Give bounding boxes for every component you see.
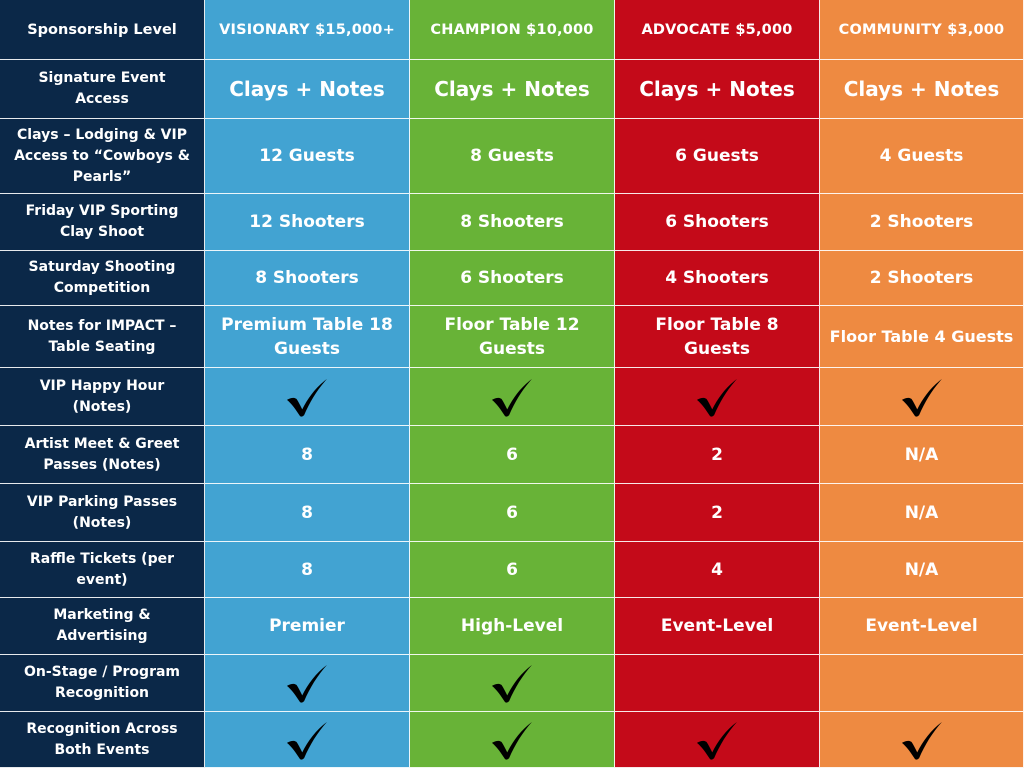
checkmark-icon xyxy=(284,662,330,704)
value-cell: Event-Level xyxy=(615,598,820,655)
row-label: Raffle Tickets (per event) xyxy=(0,542,205,598)
value-cell: 8 Guests xyxy=(410,119,615,194)
value-cell: 12 Guests xyxy=(205,119,410,194)
value-cell: 2 xyxy=(615,484,820,542)
value-cell: Event-Level xyxy=(820,598,1024,655)
value-cell: Clays + Notes xyxy=(410,60,615,119)
value-cell: 8 xyxy=(205,426,410,484)
row-label: Saturday Shooting Competition xyxy=(0,251,205,306)
value-cell: N/A xyxy=(820,426,1024,484)
value-cell xyxy=(205,655,410,712)
checkmark-icon xyxy=(694,719,740,761)
checkmark-icon xyxy=(489,662,535,704)
tier-header-champion: CHAMPION $10,000 xyxy=(410,0,615,60)
tier-header-community: COMMUNITY $3,000 xyxy=(820,0,1024,60)
tier-header-advocate: ADVOCATE $5,000 xyxy=(615,0,820,60)
value-cell: 8 Shooters xyxy=(205,251,410,306)
value-cell: 4 Shooters xyxy=(615,251,820,306)
value-cell: High-Level xyxy=(410,598,615,655)
value-cell: N/A xyxy=(820,484,1024,542)
value-cell: Clays + Notes xyxy=(205,60,410,119)
value-cell: 6 xyxy=(410,426,615,484)
row-label: Recognition Across Both Events xyxy=(0,712,205,768)
value-cell xyxy=(615,368,820,426)
row-label: VIP Happy Hour (Notes) xyxy=(0,368,205,426)
header-label: Sponsorship Level xyxy=(0,0,205,60)
checkmark-icon xyxy=(489,719,535,761)
value-cell: 6 xyxy=(410,542,615,598)
value-cell: 8 xyxy=(205,542,410,598)
value-cell: Clays + Notes xyxy=(615,60,820,119)
value-cell: Floor Table 8 Guests xyxy=(615,306,820,368)
value-cell: 2 Shooters xyxy=(820,194,1024,251)
row-label: Artist Meet & Greet Passes (Notes) xyxy=(0,426,205,484)
value-cell: 2 xyxy=(615,426,820,484)
checkmark-icon xyxy=(899,719,945,761)
value-cell: 6 xyxy=(410,484,615,542)
checkmark-icon xyxy=(284,376,330,418)
value-cell xyxy=(615,712,820,768)
value-cell xyxy=(820,712,1024,768)
value-cell xyxy=(820,368,1024,426)
value-cell: Premier xyxy=(205,598,410,655)
value-cell: Floor Table 12 Guests xyxy=(410,306,615,368)
row-label: VIP Parking Passes (Notes) xyxy=(0,484,205,542)
value-cell: 6 Shooters xyxy=(410,251,615,306)
value-cell: N/A xyxy=(820,542,1024,598)
value-cell: 8 Shooters xyxy=(410,194,615,251)
value-cell xyxy=(820,655,1024,712)
row-label: Friday VIP Sporting Clay Shoot xyxy=(0,194,205,251)
value-cell: 2 Shooters xyxy=(820,251,1024,306)
row-label: On-Stage / Program Recognition xyxy=(0,655,205,712)
value-cell: 4 xyxy=(615,542,820,598)
checkmark-icon xyxy=(694,376,740,418)
value-cell xyxy=(205,368,410,426)
row-label: Clays – Lodging & VIP Access to “Cowboys… xyxy=(0,119,205,194)
value-cell xyxy=(410,368,615,426)
checkmark-icon xyxy=(899,376,945,418)
value-cell xyxy=(410,655,615,712)
row-label: Marketing & Advertising xyxy=(0,598,205,655)
value-cell: 4 Guests xyxy=(820,119,1024,194)
value-cell: 6 Shooters xyxy=(615,194,820,251)
tier-header-visionary: VISIONARY $15,000+ xyxy=(205,0,410,60)
value-cell: 6 Guests xyxy=(615,119,820,194)
value-cell xyxy=(615,655,820,712)
checkmark-icon xyxy=(284,719,330,761)
value-cell: Premium Table 18 Guests xyxy=(205,306,410,368)
row-label: Notes for IMPACT – Table Seating xyxy=(0,306,205,368)
value-cell: 8 xyxy=(205,484,410,542)
row-label: Signature Event Access xyxy=(0,60,205,119)
checkmark-icon xyxy=(489,376,535,418)
value-cell: Clays + Notes xyxy=(820,60,1024,119)
value-cell: 12 Shooters xyxy=(205,194,410,251)
value-cell xyxy=(410,712,615,768)
value-cell xyxy=(205,712,410,768)
value-cell: Floor Table 4 Guests xyxy=(820,306,1024,368)
